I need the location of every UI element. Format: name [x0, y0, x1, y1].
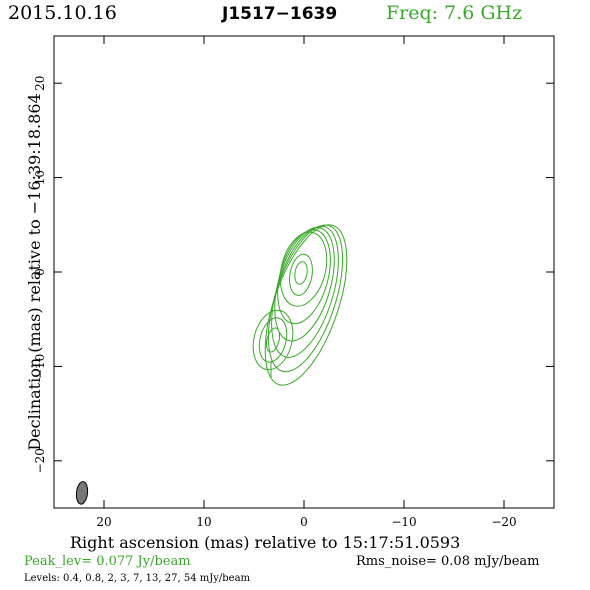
y-tick-labels: 20 10 0 −10 −20	[33, 76, 47, 474]
plot-frame	[53, 35, 555, 509]
rms-noise: Rms_noise= 0.08 mJy/beam	[356, 554, 540, 569]
y-tick-label: 10	[33, 170, 47, 185]
component-contour-1	[252, 309, 294, 371]
core-contour-4	[271, 225, 339, 358]
y-tick-label: 20	[33, 76, 47, 91]
source-name: J1517−1639	[222, 4, 338, 24]
component-contour-2	[258, 317, 288, 363]
core-contour-6	[264, 224, 348, 386]
y-tick-label: −20	[33, 448, 47, 473]
core-contour-2	[277, 229, 331, 325]
core-contour-7	[289, 253, 313, 296]
x-tick-label: 0	[300, 515, 308, 529]
contour-levels: Levels: 0.4, 0.8, 2, 3, 7, 13, 27, 54 mJ…	[24, 573, 251, 584]
x-tick-label: −10	[391, 515, 416, 529]
x-tick-label: 10	[196, 515, 211, 529]
frequency-label: Freq: 7.6 GHz	[386, 2, 523, 24]
core-contour-5	[267, 224, 344, 373]
beam-ellipse	[75, 481, 89, 505]
observation-date: 2015.10.16	[8, 2, 117, 24]
peak-level: Peak_lev= 0.077 Jy/beam	[24, 554, 191, 569]
x-axis-label: Right ascension (mas) relative to 15:17:…	[70, 533, 461, 552]
y-tick-label: 0	[33, 268, 47, 276]
contour-group	[252, 224, 348, 386]
x-tick-labels: 20 10 0 −10 −20	[96, 515, 516, 529]
core-contour-3	[274, 227, 335, 342]
x-tick-label: 20	[96, 515, 111, 529]
core-contour-8	[294, 261, 308, 285]
y-tick-label: −10	[33, 354, 47, 379]
component-contour-3	[265, 327, 281, 353]
x-tick-label: −20	[491, 515, 516, 529]
y-axis-label: Declination (mas) relative to −16:39:18.…	[25, 93, 44, 450]
tick-marks	[54, 36, 554, 508]
beam-group	[75, 481, 89, 505]
